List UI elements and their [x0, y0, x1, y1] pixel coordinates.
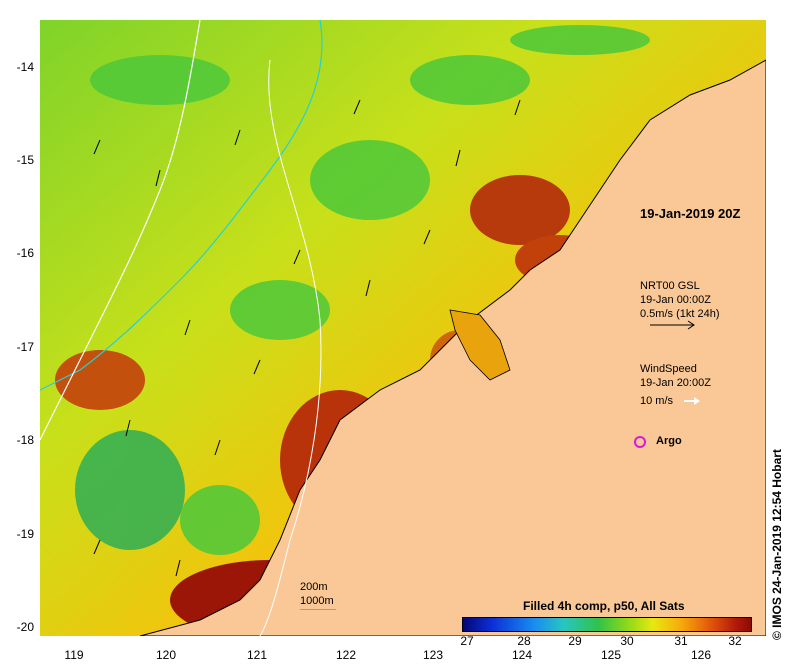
current-arrows — [93, 99, 521, 577]
colorbar — [462, 617, 752, 632]
colorbar-tick: 29 — [568, 634, 582, 648]
sst-map[interactable] — [40, 20, 766, 636]
lat-label: -19 — [16, 527, 34, 541]
lon-label: 123 — [422, 648, 444, 662]
lon-label: 126 — [690, 648, 712, 662]
colorbar-tick: 32 — [728, 634, 742, 648]
colorbar-tick: 27 — [460, 634, 474, 648]
colorbar-tick: 30 — [620, 634, 634, 648]
current-scale: 0.5m/s (1kt 24h) — [640, 308, 720, 320]
lat-label: -17 — [16, 340, 34, 354]
colorbar-tick: 28 — [517, 634, 531, 648]
colorbar-tick: 31 — [674, 634, 688, 648]
lon-label: 119 — [64, 648, 84, 662]
lat-label: -18 — [16, 433, 34, 447]
isobath-1000m — [40, 20, 201, 441]
isobath-200m-swatch — [300, 609, 336, 610]
lat-label: -15 — [16, 153, 34, 167]
king-sound — [449, 309, 511, 381]
green-patches — [75, 25, 650, 555]
lon-label: 121 — [246, 648, 268, 662]
lon-label: 125 — [600, 648, 622, 662]
isobath-1000m-b — [259, 59, 322, 636]
current-title: NRT00 GSL — [640, 280, 700, 292]
isobath-1000m-label: 1000m — [300, 595, 334, 607]
isobath-200m — [40, 20, 323, 391]
lon-label: 120 — [155, 648, 177, 662]
argo-marker[interactable] — [634, 436, 646, 448]
wind-title: WindSpeed — [640, 363, 697, 375]
wind-date: 19-Jan 20:00Z — [640, 377, 711, 389]
timestamp-label: 19-Jan-2019 20Z — [640, 206, 741, 221]
lon-label: 122 — [335, 648, 357, 662]
isobath-200m-label: 200m — [300, 581, 328, 593]
credit-label: © IMOS 24-Jan-2019 12:54 Hobart — [770, 449, 784, 640]
lat-label: -16 — [16, 246, 34, 260]
lon-label: 124 — [511, 648, 533, 662]
wind-scale: 10 m/s — [640, 395, 674, 407]
sea-area — [40, 20, 766, 636]
current-scale-arrow-icon — [650, 320, 695, 330]
sst-field — [40, 20, 766, 636]
current-date: 19-Jan 00:00Z — [640, 294, 711, 306]
lat-label: -14 — [16, 60, 34, 74]
wind-scale-arrow-icon — [684, 397, 700, 405]
lat-label: -20 — [16, 620, 34, 634]
argo-label: Argo — [656, 435, 682, 447]
land-area — [139, 59, 766, 636]
colorbar-title: Filled 4h comp, p50, All Sats — [523, 599, 685, 613]
